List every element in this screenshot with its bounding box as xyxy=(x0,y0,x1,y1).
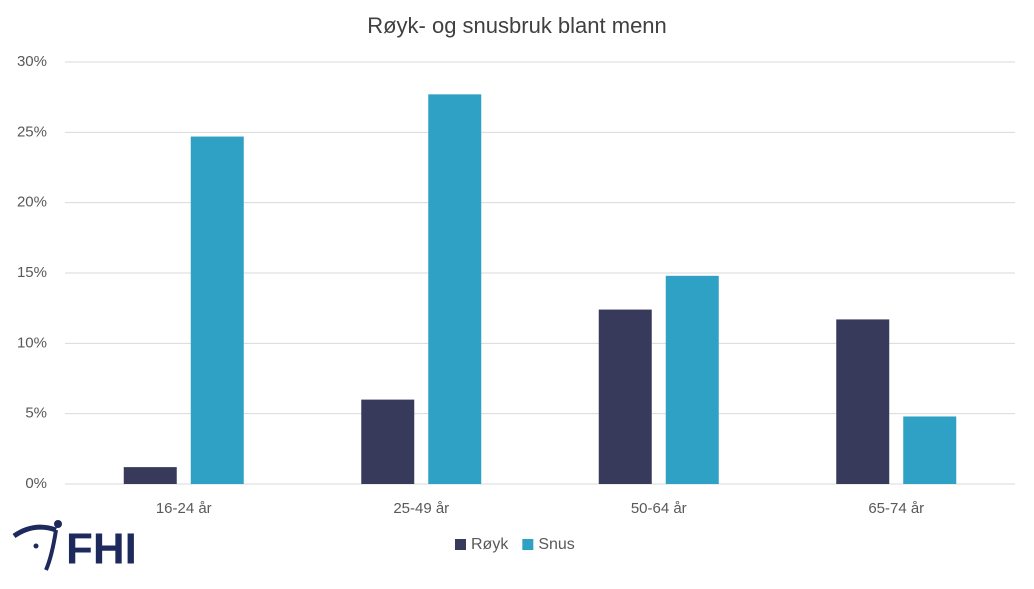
y-tick-label: 15% xyxy=(17,264,47,281)
bar xyxy=(428,94,482,484)
logo: FHI xyxy=(12,520,137,574)
legend-label: Snus xyxy=(538,536,574,553)
y-tick-label: 30% xyxy=(17,53,47,70)
bar xyxy=(598,309,652,484)
bar xyxy=(361,399,415,484)
bar xyxy=(190,136,244,484)
logo-arc xyxy=(44,529,58,571)
x-tick-label: 16-24 år xyxy=(156,500,212,517)
bar xyxy=(665,275,719,484)
y-tick-label: 10% xyxy=(17,334,47,351)
bar xyxy=(903,416,957,484)
x-tick-label: 50-64 år xyxy=(631,500,687,517)
legend-label: Røyk xyxy=(471,536,509,553)
legend-marker xyxy=(455,539,466,550)
logo-arc xyxy=(12,524,57,539)
bar xyxy=(123,467,177,484)
logo-dot xyxy=(33,543,39,549)
x-tick-label: 25-49 år xyxy=(393,500,449,517)
logo-dot xyxy=(54,520,62,528)
y-tick-label: 25% xyxy=(17,123,47,140)
bar xyxy=(836,319,890,484)
legend-marker xyxy=(522,539,534,550)
chart-title: Røyk- og snusbruk blant menn xyxy=(367,13,667,38)
y-tick-label: 5% xyxy=(25,405,47,422)
logo-text: FHI xyxy=(66,525,137,574)
x-tick-label: 65-74 år xyxy=(868,500,924,517)
y-tick-label: 0% xyxy=(25,475,47,492)
y-tick-label: 20% xyxy=(17,194,47,211)
